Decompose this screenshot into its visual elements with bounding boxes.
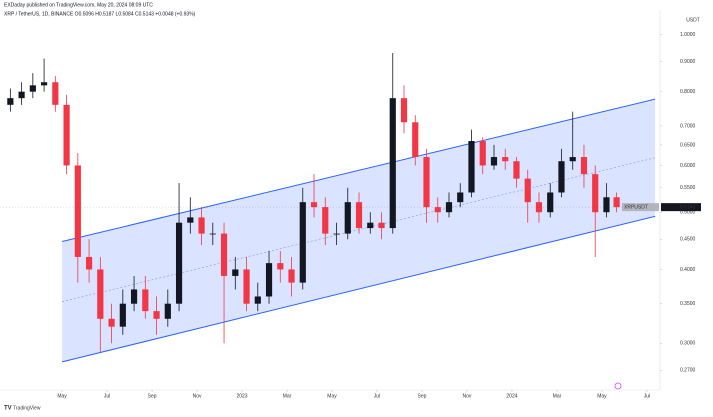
candle-body bbox=[445, 202, 453, 213]
candle-body bbox=[580, 157, 588, 175]
brand: TradingView bbox=[13, 405, 41, 411]
candle-body bbox=[175, 222, 183, 304]
candle-body bbox=[209, 233, 216, 235]
y-tick-label: 0.5500 bbox=[680, 185, 696, 191]
candle-body bbox=[74, 165, 81, 257]
candle-body bbox=[412, 122, 419, 158]
y-tick-label: 0.3500 bbox=[680, 301, 696, 307]
candle-body bbox=[164, 303, 171, 319]
candle-body bbox=[344, 202, 351, 234]
candle-body bbox=[85, 256, 93, 270]
y-tick-label: 0.5000 bbox=[680, 210, 696, 216]
symbol-badge bbox=[622, 203, 659, 212]
candle-body bbox=[153, 311, 160, 319]
x-tick-label: 2024 bbox=[506, 393, 517, 399]
x-tick-label: May bbox=[597, 393, 607, 399]
chart-title: XRP / TetherUS, 1D, BINANCE O0.5096 H0.5… bbox=[4, 11, 196, 17]
candle-body bbox=[389, 98, 396, 229]
candle-body bbox=[378, 222, 385, 229]
candle-body bbox=[434, 207, 441, 213]
candle-body bbox=[52, 82, 59, 105]
candle-body bbox=[265, 263, 273, 297]
x-tick-label: Jul bbox=[644, 393, 650, 399]
candle-body bbox=[18, 91, 25, 99]
candle-body bbox=[592, 174, 599, 213]
channel-fill bbox=[62, 99, 656, 362]
candle-body bbox=[502, 157, 509, 162]
x-tick-label: Nov bbox=[463, 393, 472, 399]
x-tick-label: Mar bbox=[553, 393, 562, 399]
x-tick-label: Nov bbox=[193, 393, 202, 399]
y-tick-label: 0.9000 bbox=[680, 59, 696, 65]
y-tick-label: 0.4500 bbox=[680, 237, 696, 243]
candle-body bbox=[142, 289, 149, 312]
candle-body bbox=[613, 197, 620, 208]
candle-body bbox=[130, 289, 138, 304]
candle-body bbox=[232, 269, 239, 276]
publisher: EXDaday published on TradingView.com, Ma… bbox=[4, 2, 153, 8]
x-tick-label: 2023 bbox=[236, 393, 247, 399]
candle-body bbox=[299, 202, 306, 283]
x-tick-label: Jul bbox=[374, 393, 380, 399]
candle-body bbox=[333, 233, 340, 235]
y-axis-unit: USDT bbox=[686, 17, 700, 23]
candle-body bbox=[40, 82, 48, 86]
x-tick-label: Sep bbox=[418, 393, 427, 399]
channel-upper bbox=[61, 98, 656, 243]
candle-body bbox=[243, 269, 250, 304]
y-tick-label: 0.6500 bbox=[680, 142, 696, 148]
candle-body bbox=[108, 318, 115, 327]
candle-body bbox=[277, 263, 284, 270]
symbol-label: XRPUSDT bbox=[624, 204, 648, 210]
x-tick-label: May bbox=[57, 393, 67, 399]
candle-body bbox=[535, 202, 543, 213]
x-tick-label: Mar bbox=[283, 393, 292, 399]
candle-body bbox=[569, 157, 576, 162]
y-tick-label: 1.0000 bbox=[680, 32, 696, 38]
y-tick-label: 0.7000 bbox=[680, 123, 696, 129]
y-tick-label: 0.6000 bbox=[680, 163, 696, 169]
candle-body bbox=[367, 222, 374, 229]
y-tick-label: 0.8000 bbox=[680, 89, 696, 95]
logo-mark: TV bbox=[4, 406, 12, 412]
candle-body bbox=[63, 104, 70, 166]
candle-body bbox=[400, 98, 408, 123]
candle-body bbox=[558, 161, 565, 193]
candle-body bbox=[524, 178, 531, 203]
candle-body bbox=[310, 202, 318, 208]
candle-body bbox=[187, 217, 194, 223]
channel-lower bbox=[61, 215, 656, 363]
candle-body bbox=[457, 192, 464, 203]
candle-body bbox=[513, 161, 520, 179]
candle-body bbox=[355, 202, 363, 229]
y-tick-label: 0.4000 bbox=[680, 267, 696, 273]
x-tick-label: Jul bbox=[104, 393, 110, 399]
candle-body bbox=[479, 141, 486, 166]
candle-body bbox=[423, 157, 430, 208]
y-tick-label: 0.3000 bbox=[680, 341, 696, 347]
candle-body bbox=[119, 303, 126, 327]
candle-body bbox=[220, 233, 228, 276]
candle-body bbox=[547, 192, 554, 213]
candle-body bbox=[288, 269, 295, 283]
candle-body bbox=[7, 98, 14, 105]
y-tick-label: 0.2700 bbox=[680, 368, 696, 374]
event-icon[interactable] bbox=[614, 382, 622, 390]
candle-body bbox=[97, 269, 104, 319]
candle-body bbox=[603, 197, 610, 213]
candle-body bbox=[490, 157, 498, 166]
candle-body bbox=[29, 85, 36, 92]
candle-body bbox=[322, 207, 329, 234]
x-tick-label: Sep bbox=[148, 393, 157, 399]
candle-body bbox=[198, 217, 205, 234]
candle-body bbox=[468, 141, 475, 193]
channel-mid bbox=[62, 157, 656, 302]
price-badge bbox=[661, 203, 701, 212]
x-tick-label: May bbox=[327, 393, 337, 399]
last-price-label: 0.5143 bbox=[680, 204, 696, 210]
candle-body bbox=[254, 296, 261, 304]
